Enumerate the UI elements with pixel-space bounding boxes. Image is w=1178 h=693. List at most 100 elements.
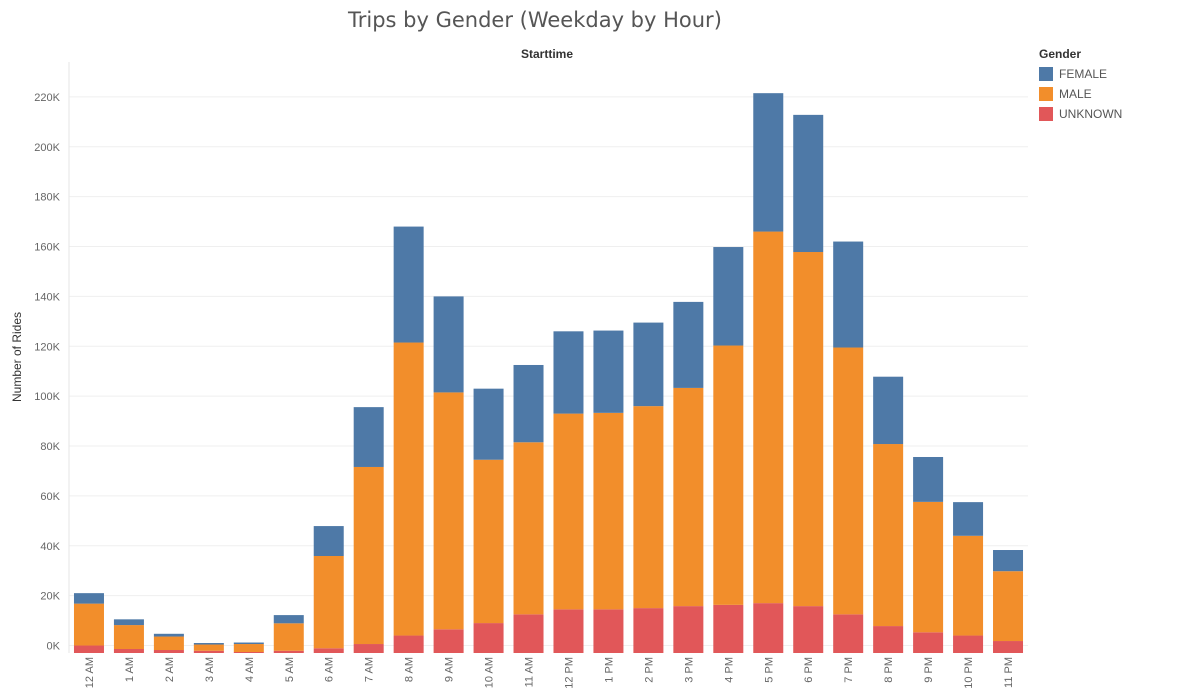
bar-segment-unknown[interactable] — [113, 649, 144, 653]
bar-segment-unknown[interactable] — [73, 645, 104, 653]
x-tick-label: 10 PM — [963, 657, 975, 689]
x-tick-label: 1 PM — [603, 657, 615, 683]
bar-segment-female[interactable] — [713, 247, 744, 346]
bar-segment-male[interactable] — [353, 466, 384, 645]
legend-swatch — [1039, 107, 1053, 121]
x-tick-label: 10 AM — [484, 657, 496, 688]
x-tick-label: 12 AM — [84, 657, 96, 688]
x-tick-label: 9 PM — [923, 657, 935, 683]
y-tick-label: 40K — [40, 541, 60, 553]
bar-segment-male[interactable] — [113, 625, 144, 650]
bar-segment-unknown[interactable] — [913, 632, 944, 653]
bar-segment-female[interactable] — [793, 114, 824, 253]
bar-segment-unknown[interactable] — [993, 641, 1024, 653]
y-axis: 0K 20K 40K 60K 80K 100K 120K 140K 160K 180K 200K 22… — [34, 62, 70, 653]
bar-segment-unknown[interactable] — [593, 609, 624, 653]
legend-item-male[interactable]: MALE — [1039, 84, 1122, 104]
bar-segment-male[interactable] — [953, 535, 984, 636]
bar-segment-female[interactable] — [953, 502, 984, 536]
y-tick-label: 180K — [34, 192, 60, 204]
legend-swatch — [1039, 67, 1053, 81]
bar-segment-male[interactable] — [273, 623, 304, 651]
bar-segment-male[interactable] — [593, 412, 624, 610]
x-tick-label: 1 AM — [124, 657, 136, 682]
bar-segment-unknown[interactable] — [833, 614, 864, 653]
bar-segment-unknown[interactable] — [793, 606, 824, 653]
bar-segment-unknown[interactable] — [153, 650, 184, 653]
bar-segment-female[interactable] — [233, 642, 264, 645]
x-tick-label: 5 PM — [763, 657, 775, 683]
bar-segment-male[interactable] — [633, 406, 664, 609]
bar-segment-unknown[interactable] — [473, 623, 504, 653]
bar-segment-male[interactable] — [713, 345, 744, 605]
bar-segment-female[interactable] — [753, 93, 784, 232]
bar-segment-male[interactable] — [553, 413, 584, 610]
bar-segment-unknown[interactable] — [353, 644, 384, 653]
bar-segment-unknown[interactable] — [273, 650, 304, 653]
bar-segment-male[interactable] — [793, 252, 824, 607]
bar-segment-unknown[interactable] — [393, 635, 424, 653]
bar-segment-male[interactable] — [993, 571, 1024, 642]
bar-segment-female[interactable] — [353, 407, 384, 467]
bar-segment-unknown[interactable] — [553, 609, 584, 653]
bars — [73, 93, 1024, 653]
bar-segment-female[interactable] — [593, 330, 624, 413]
bar-segment-male[interactable] — [73, 603, 104, 646]
bar-segment-female[interactable] — [473, 388, 504, 460]
bar-segment-male[interactable] — [833, 347, 864, 615]
bar-segment-male[interactable] — [233, 644, 264, 653]
bar-segment-female[interactable] — [193, 643, 224, 645]
bar-segment-female[interactable] — [633, 322, 664, 407]
bar-segment-female[interactable] — [73, 593, 104, 604]
bar-segment-female[interactable] — [513, 364, 544, 443]
legend-item-female[interactable]: FEMALE — [1039, 64, 1122, 84]
bar-segment-male[interactable] — [673, 387, 704, 607]
bar-segment-male[interactable] — [473, 459, 504, 624]
chart-title: Trips by Gender (Weekday by Hour) — [348, 8, 722, 32]
bar-segment-male[interactable] — [433, 392, 464, 630]
bar-segment-female[interactable] — [153, 633, 184, 637]
y-tick-label: 0K — [47, 641, 61, 653]
bar-segment-female[interactable] — [433, 296, 464, 393]
bar-segment-unknown[interactable] — [433, 629, 464, 653]
x-tick-label: 4 PM — [723, 657, 735, 683]
bar-segment-unknown[interactable] — [193, 650, 224, 653]
bar-segment-female[interactable] — [913, 456, 944, 502]
bar-segment-female[interactable] — [553, 331, 584, 414]
bar-segment-male[interactable] — [393, 342, 424, 636]
y-tick-label: 100K — [34, 391, 60, 403]
bar-segment-male[interactable] — [913, 501, 944, 633]
bar-segment-female[interactable] — [993, 550, 1024, 572]
bar-segment-female[interactable] — [113, 619, 144, 626]
bar-segment-female[interactable] — [673, 301, 704, 388]
bar-segment-male[interactable] — [193, 644, 224, 651]
bar-segment-male[interactable] — [313, 555, 344, 649]
legend-item-unknown[interactable]: UNKNOWN — [1039, 104, 1122, 124]
bar-segment-male[interactable] — [873, 444, 904, 627]
bar-segment-female[interactable] — [833, 241, 864, 348]
x-tick-label: 3 AM — [204, 657, 216, 682]
bar-segment-unknown[interactable] — [873, 626, 904, 653]
y-axis-label: Number of Rides — [10, 312, 24, 402]
bar-segment-male[interactable] — [513, 442, 544, 615]
bar-segment-unknown[interactable] — [953, 635, 984, 653]
x-tick-label: 5 AM — [284, 657, 296, 682]
y-tick-label: 220K — [34, 92, 60, 104]
x-tick-label: 8 PM — [883, 657, 895, 683]
bar-segment-unknown[interactable] — [313, 648, 344, 653]
bar-segment-male[interactable] — [753, 231, 784, 604]
bar-segment-unknown[interactable] — [673, 606, 704, 653]
bar-segment-female[interactable] — [873, 376, 904, 445]
x-tick-label: 7 AM — [364, 657, 376, 682]
bar-segment-unknown[interactable] — [753, 603, 784, 653]
bar-segment-female[interactable] — [313, 526, 344, 556]
bar-segment-female[interactable] — [393, 226, 424, 343]
bar-segment-female[interactable] — [273, 615, 304, 624]
bar-segment-unknown[interactable] — [513, 614, 544, 653]
bar-segment-unknown[interactable] — [633, 608, 664, 653]
bar-segment-male[interactable] — [153, 636, 184, 651]
bar-segment-unknown[interactable] — [713, 604, 744, 653]
legend-label: MALE — [1059, 87, 1092, 101]
bar-segment-unknown[interactable] — [233, 652, 264, 653]
x-tick-label: 2 PM — [643, 657, 655, 683]
